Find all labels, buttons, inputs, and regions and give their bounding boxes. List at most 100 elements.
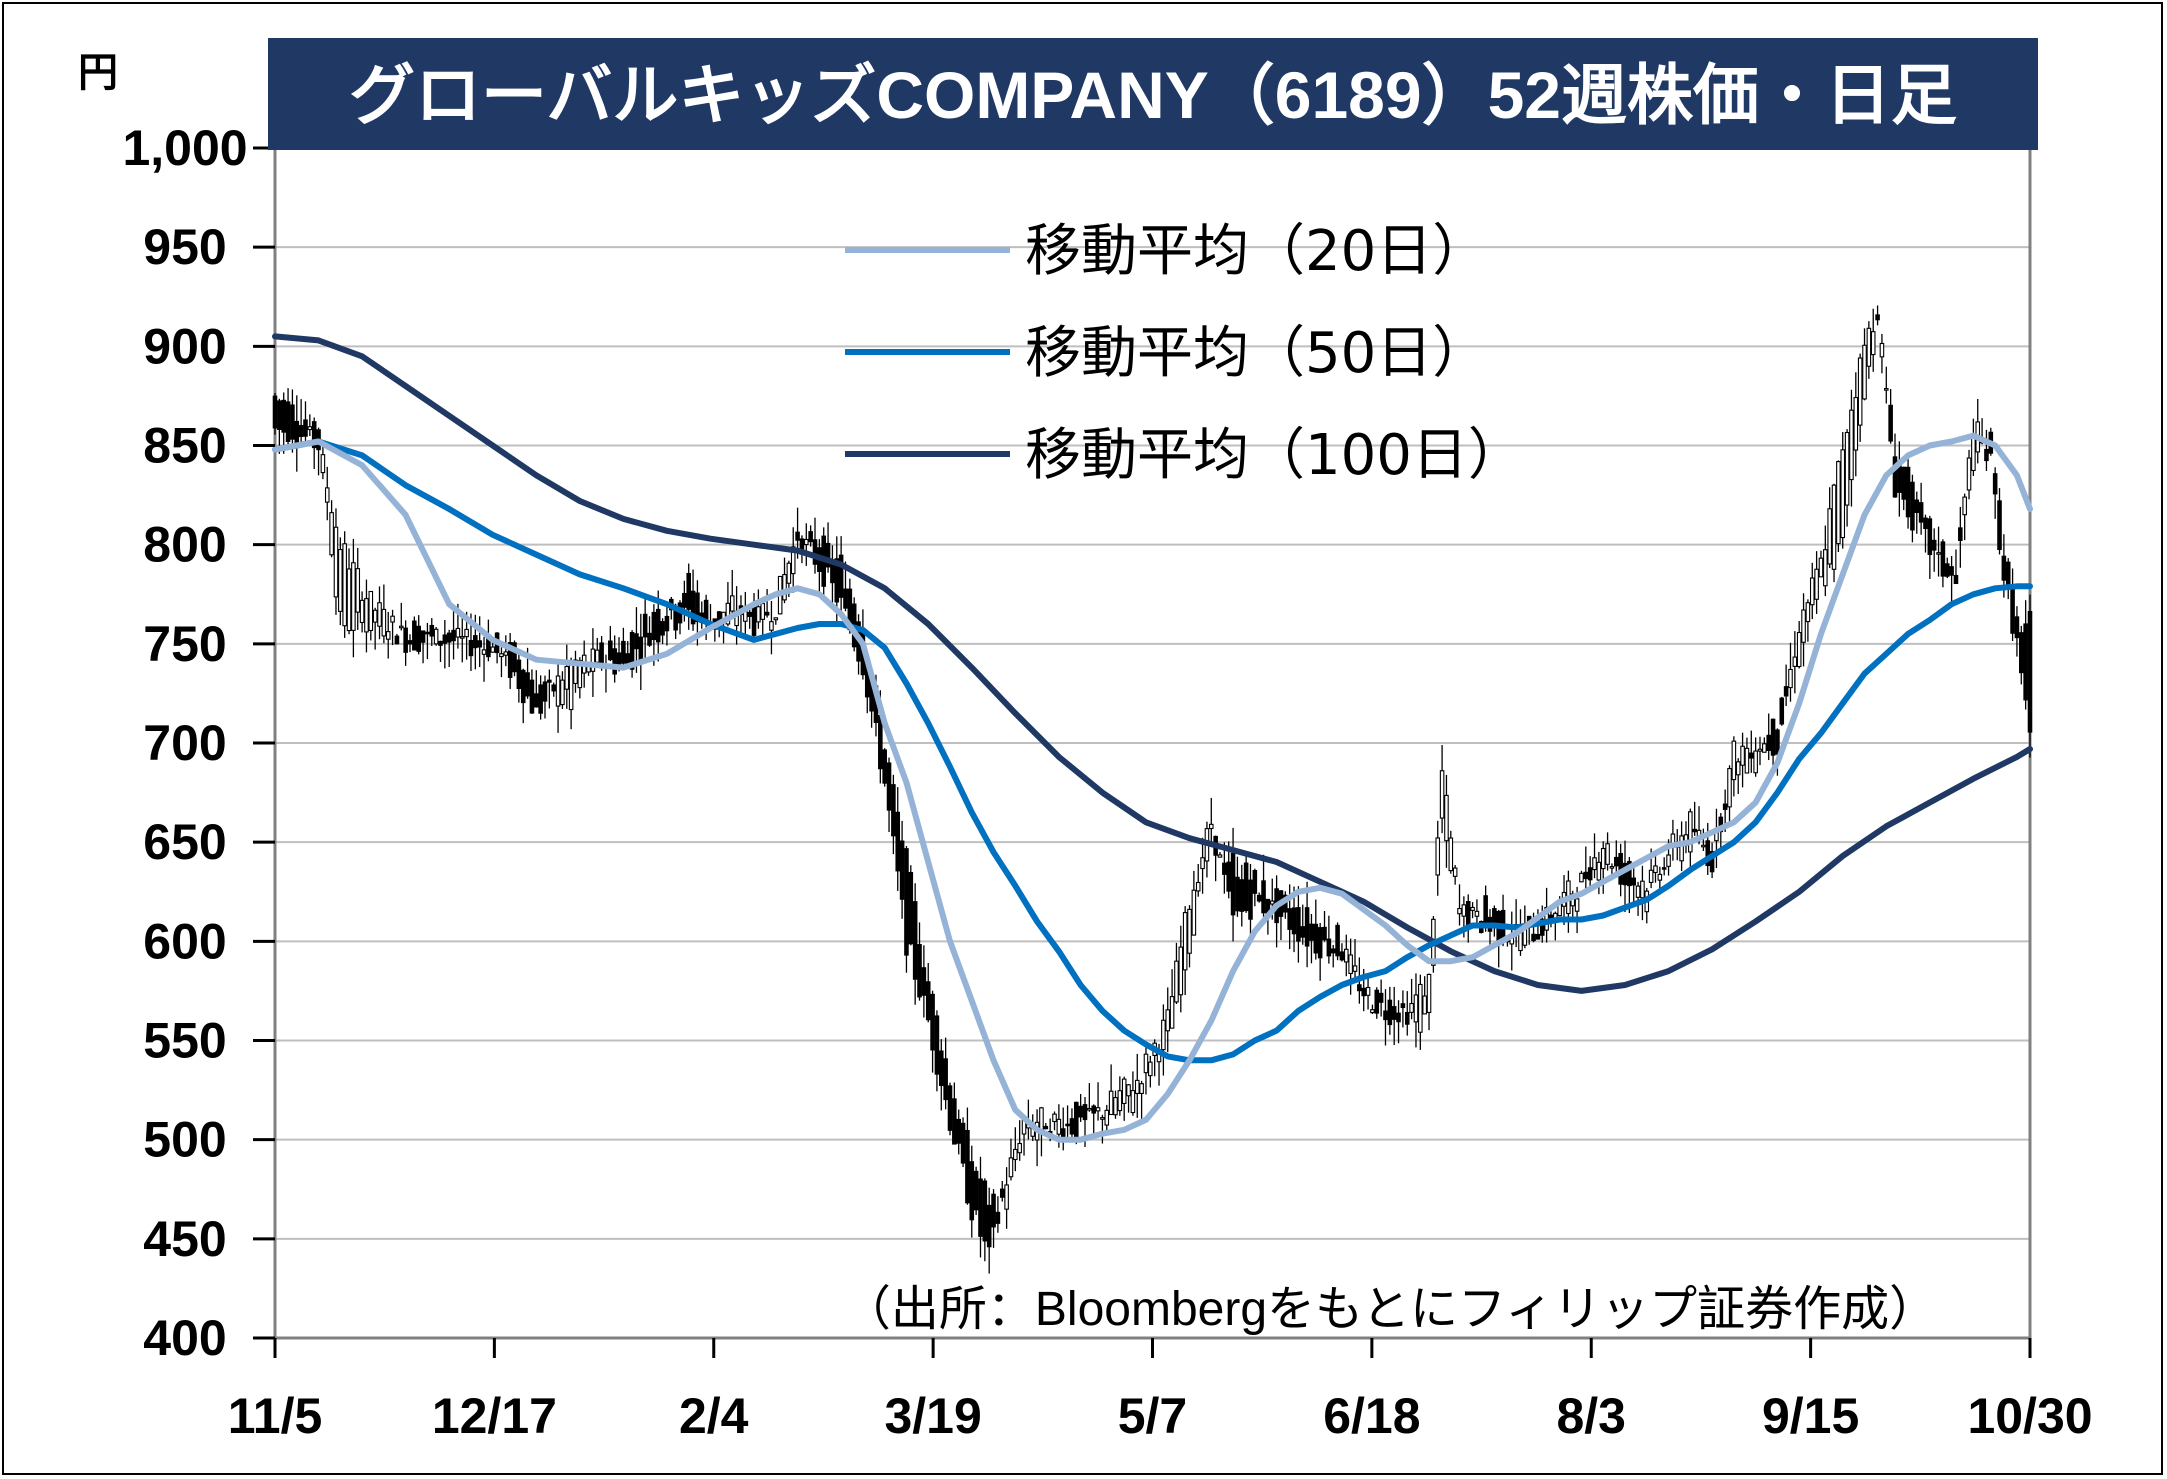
candle-body [381,608,387,637]
candle-body [1905,466,1911,518]
candle-body [1910,481,1915,531]
candle-body [1069,1118,1075,1135]
candle-body [1422,995,1427,1015]
candle-body [407,640,413,645]
candle-body [390,615,395,623]
candle-body [1931,539,1937,551]
candle-body [525,672,530,697]
candle-body [1169,996,1175,1029]
candle-body [1444,794,1449,842]
candle-body [1004,1184,1009,1210]
candle-body [1082,1104,1088,1121]
candle-body [477,640,482,648]
candle-body [1953,574,1959,585]
candle-body [760,603,766,620]
candle-body [1840,449,1846,539]
candle-body [1361,987,1366,997]
candle-body [1936,552,1941,555]
candle-body [838,554,844,598]
y-tick-label: 750 [143,616,226,672]
candle-body [1113,1097,1118,1116]
candle-body [1357,984,1362,992]
candle-body [664,615,670,632]
candle-body [1256,894,1262,902]
candle-body [1330,948,1336,954]
candle-body [764,611,770,616]
x-tick-label: 5/7 [1118,1388,1188,1444]
candle-body [686,572,691,610]
candle-body [1182,912,1188,971]
candle-body [1757,748,1763,752]
candle-body [956,1118,961,1144]
candle-body [1148,1061,1153,1077]
candle-body [1892,456,1898,498]
candle-body [1017,1142,1022,1154]
candle-body [1056,1118,1062,1135]
candle-body [729,595,735,612]
y-tick-label: 1,000 [122,120,247,176]
candle-body [1396,1012,1401,1023]
candle-body [1261,880,1266,914]
candle-body [1631,877,1636,886]
candle-body [1831,484,1837,570]
title-banner [268,38,2038,150]
ma50-line [272,438,2033,1064]
candle-body [1679,835,1684,862]
candle-body [1614,856,1619,867]
candle-body [1060,1128,1066,1138]
candle-body [908,872,914,945]
candle-body [1866,327,1872,367]
candle-body [311,421,317,449]
x-tick-label: 3/19 [884,1388,981,1444]
candle-body [1178,946,1184,996]
candle-body [651,611,657,641]
candle-body [1823,549,1828,587]
candle-body [1470,906,1475,911]
candle-body [1753,750,1758,774]
y-tick-label: 850 [143,418,226,474]
candle-body [473,635,478,649]
y-tick-label: 650 [143,814,226,870]
candle-body [1452,867,1458,877]
candle-body [503,651,509,656]
x-tick-label: 11/5 [228,1388,323,1444]
candle-body [464,628,469,638]
candle-body [912,901,918,980]
candle-body [1827,508,1832,565]
candle-body [1187,908,1192,954]
candle-body [490,646,496,653]
candle-body [1722,803,1728,810]
candle-body [1344,948,1349,963]
candle-body [1857,357,1863,426]
candle-body [1783,686,1789,697]
candle-body [2014,616,2020,639]
candle-body [878,714,883,770]
candle-body [1884,388,1889,391]
candle-body [307,426,313,431]
candle-body [1648,869,1654,883]
candle-body [429,624,435,637]
candle-body [1091,1105,1096,1114]
candle-body [1853,397,1859,451]
candle-body [952,1098,957,1145]
candle-body [655,608,661,643]
candle-body [1117,1090,1123,1112]
candle-body [442,634,448,644]
x-tick-label: 12/17 [432,1388,557,1444]
x-tick-label: 8/3 [1556,1388,1626,1444]
candle-body [555,675,561,707]
candle-body [338,548,343,612]
candle-body [1666,854,1671,867]
candle-body [751,606,757,636]
candle-body [2010,585,2015,634]
candle-body [1870,331,1876,356]
candle-body [947,1085,953,1131]
candle-body [329,512,334,556]
moving-average-lines [272,333,2033,1143]
candle-body [1535,933,1541,940]
candle-body [1792,656,1798,667]
candle-body [1583,871,1589,880]
candle-body [1413,994,1419,1023]
